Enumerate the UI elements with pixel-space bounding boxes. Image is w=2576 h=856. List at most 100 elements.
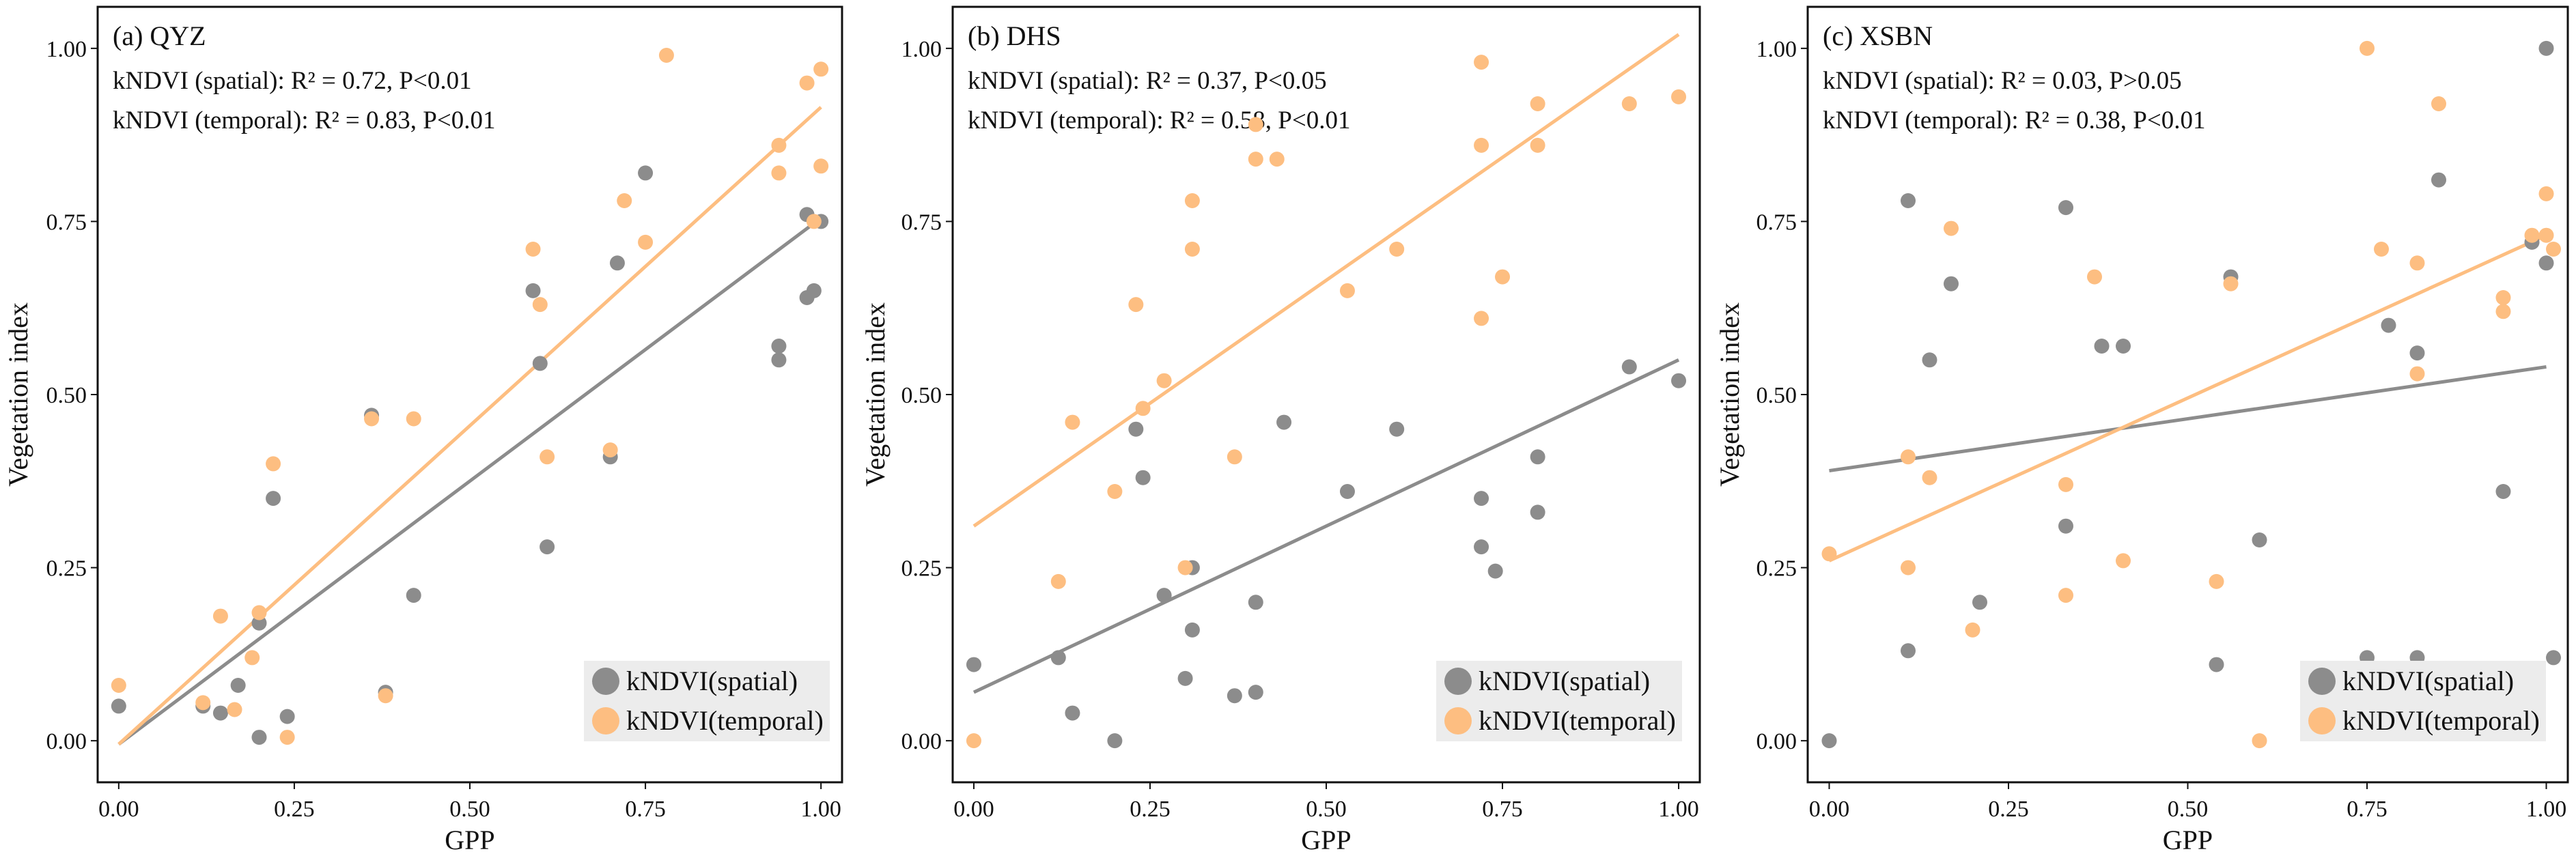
regression-stats: kNDVI (spatial): R² = 0.72, P<0.01 <box>113 67 472 95</box>
y-tick-label: 0.00 <box>901 729 942 754</box>
data-point-spatial <box>1339 484 1355 499</box>
data-point-temporal <box>2409 255 2425 271</box>
x-axis-title: GPP <box>445 825 494 855</box>
x-tick-label: 0.50 <box>2168 797 2209 822</box>
legend-marker-spatial <box>2308 668 2336 695</box>
fit-line-temporal <box>117 106 822 746</box>
data-point-temporal <box>2116 553 2131 569</box>
data-point-temporal <box>378 688 393 704</box>
data-point-spatial <box>1248 595 1263 610</box>
fit-line-spatial <box>972 358 1680 694</box>
data-point-spatial <box>771 339 787 354</box>
data-point-temporal <box>2223 276 2239 291</box>
legend-marker-temporal <box>2308 707 2336 734</box>
data-point-temporal <box>1922 470 1937 485</box>
data-point-spatial <box>2409 345 2425 361</box>
panel-title: (a) QYZ <box>113 20 206 51</box>
data-point-spatial <box>1474 491 1489 507</box>
data-point-spatial <box>1248 685 1263 700</box>
y-axis-title: Vegetation index <box>1714 302 1745 487</box>
data-point-temporal <box>617 193 632 208</box>
fit-line-spatial <box>1829 365 2547 473</box>
data-point-spatial <box>1821 733 1837 749</box>
data-point-temporal <box>279 730 295 745</box>
data-point-spatial <box>1487 563 1503 579</box>
data-point-temporal <box>2538 186 2554 201</box>
data-point-temporal <box>813 61 829 77</box>
legend-background <box>2300 661 2546 741</box>
data-point-temporal <box>1184 242 1200 257</box>
panel-title: (b) DHS <box>968 20 1061 51</box>
data-point-spatial <box>1621 359 1637 375</box>
data-point-spatial <box>2058 200 2073 216</box>
data-point-spatial <box>266 491 281 507</box>
data-point-temporal <box>364 411 380 427</box>
data-point-spatial <box>1227 688 1242 704</box>
data-point-temporal <box>2538 227 2554 243</box>
legend-marker-spatial <box>1444 668 1472 695</box>
chart-panel-2: 0.00 0.25 0.50 0.75 1.00 0.00 0.25 0.50 0.75 1.00… <box>860 5 1701 855</box>
fit-line-temporal <box>972 33 1680 528</box>
data-point-spatial <box>1972 595 1987 610</box>
data-point-temporal <box>1901 560 1916 575</box>
data-point-temporal <box>1821 546 1837 562</box>
data-point-spatial <box>638 165 654 181</box>
data-point-temporal <box>1128 297 1144 313</box>
y-tick-label: 0.75 <box>1756 210 1797 235</box>
data-point-spatial <box>1156 588 1172 603</box>
legend-marker-temporal <box>1444 707 1472 734</box>
x-tick-label: 1.00 <box>1658 797 1699 822</box>
data-point-spatial <box>2116 339 2131 354</box>
data-point-spatial <box>251 730 267 745</box>
legend-background <box>1436 661 1682 741</box>
legend-label-spatial: kNDVI(spatial) <box>626 666 798 696</box>
data-point-temporal <box>212 608 228 624</box>
data-point-temporal <box>1530 96 1545 111</box>
data-point-spatial <box>1128 421 1144 437</box>
legend-marker-spatial <box>592 668 619 695</box>
regression-stats: kNDVI (spatial): R² = 0.37, P<0.05 <box>968 67 1327 95</box>
x-tick-label: 0.00 <box>953 797 994 822</box>
y-tick-label: 0.50 <box>901 383 942 408</box>
x-tick-label: 1.00 <box>2526 797 2567 822</box>
data-point-temporal <box>2058 476 2073 492</box>
data-point-temporal <box>806 214 822 229</box>
data-point-spatial <box>1944 276 1959 291</box>
data-point-spatial <box>279 709 295 724</box>
data-point-temporal <box>2252 733 2267 749</box>
legend-label-temporal: kNDVI(temporal) <box>1479 705 1676 736</box>
data-point-spatial <box>1474 539 1489 555</box>
data-point-spatial <box>111 698 126 714</box>
data-point-spatial <box>230 678 246 693</box>
data-point-temporal <box>2360 40 2375 56</box>
data-point-spatial <box>2538 255 2554 271</box>
legend: kNDVI(spatial) kNDVI(temporal) <box>584 661 830 741</box>
y-tick-label: 0.00 <box>46 729 87 754</box>
data-point-temporal <box>2374 242 2389 257</box>
regression-stats: kNDVI (temporal): R² = 0.58, P<0.01 <box>968 106 1351 134</box>
data-point-spatial <box>2058 518 2073 534</box>
data-point-spatial <box>1135 470 1151 485</box>
data-point-temporal <box>1248 152 1263 167</box>
data-point-temporal <box>1339 283 1355 298</box>
data-point-temporal <box>1901 449 1916 465</box>
data-point-temporal <box>1177 560 1193 575</box>
y-tick-label: 0.75 <box>46 210 87 235</box>
data-point-spatial <box>2546 650 2561 666</box>
data-point-temporal <box>406 411 421 427</box>
data-point-temporal <box>2495 290 2511 305</box>
data-point-spatial <box>2252 532 2267 547</box>
regression-stats: kNDVI (spatial): R² = 0.03, P>0.05 <box>1823 67 2182 95</box>
fit-line-spatial <box>117 216 822 746</box>
data-point-temporal <box>658 48 674 63</box>
data-point-spatial <box>1065 705 1080 721</box>
data-point-spatial <box>251 615 267 631</box>
x-tick-label: 0.00 <box>98 797 139 822</box>
legend-label-spatial: kNDVI(spatial) <box>2342 666 2514 696</box>
data-point-temporal <box>1065 414 1080 430</box>
data-point-temporal <box>1269 152 1285 167</box>
panel-title: (c) XSBN <box>1823 20 1933 51</box>
data-point-temporal <box>1050 573 1066 589</box>
data-point-spatial <box>1177 670 1193 686</box>
